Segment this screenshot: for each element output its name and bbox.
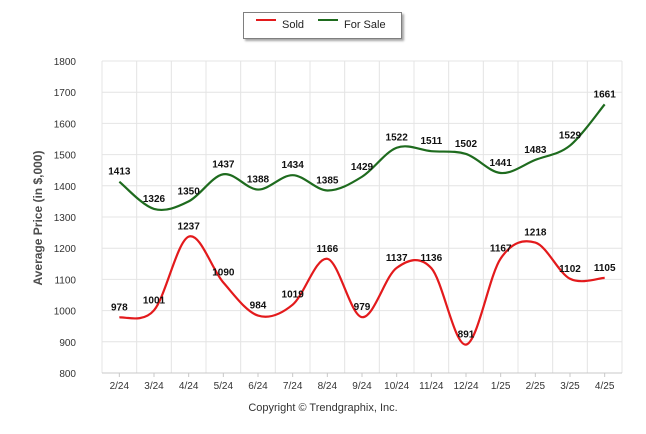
x-tick-label: 11/24	[419, 381, 444, 392]
y-tick-label: 1000	[54, 307, 77, 318]
data-label-for-sale: 1388	[247, 175, 270, 186]
y-tick-label: 1100	[54, 275, 76, 286]
legend: Sold For Sale	[243, 12, 402, 39]
data-labels: 978 1001 1237 1090 984 1019 1166 979 1137 1136 891…	[108, 89, 616, 340]
data-label-sold: 1218	[524, 228, 547, 239]
x-tick-label: 3/24	[144, 381, 164, 392]
data-label-sold: 1136	[420, 253, 442, 264]
data-label-for-sale: 1522	[386, 133, 409, 144]
x-tick-label: 4/24	[179, 381, 199, 392]
data-label-for-sale: 1350	[178, 186, 201, 197]
y-tick-label: 1600	[54, 119, 77, 130]
x-tick-label: 12/24	[453, 381, 478, 392]
data-label-sold: 984	[250, 301, 267, 312]
axes: 800 900 1000 1100 1200 1300 1400 1500 1600 1700 18…	[54, 57, 622, 392]
copyright-text: Copyright © Trendgraphix, Inc.	[248, 402, 398, 414]
x-tick-label: 3/25	[560, 381, 580, 392]
data-label-sold: 979	[354, 302, 371, 313]
data-label-sold: 1019	[282, 290, 305, 301]
data-label-sold: 1090	[212, 268, 235, 279]
x-tick-label: 2/25	[526, 381, 546, 392]
y-axis-label: Average Price (in $,000)	[31, 150, 45, 286]
legend-label-for-sale: For Sale	[344, 19, 386, 31]
x-tick-label: 6/24	[248, 381, 268, 392]
data-label-for-sale: 1437	[212, 159, 235, 170]
y-tick-label: 1300	[54, 213, 77, 224]
data-label-sold: 1137	[386, 253, 408, 264]
x-tick-label: 2/24	[110, 381, 130, 392]
data-label-for-sale: 1502	[455, 139, 478, 150]
legend-swatch-for-sale	[318, 19, 338, 21]
y-tick-label: 1500	[54, 151, 77, 162]
data-label-for-sale: 1661	[594, 89, 617, 100]
data-label-for-sale: 1429	[351, 162, 374, 173]
y-tick-label: 1400	[54, 182, 77, 193]
data-label-for-sale: 1326	[143, 194, 166, 205]
data-label-sold: 1167	[490, 243, 512, 254]
data-label-sold: 1001	[143, 295, 166, 306]
data-label-sold: 1166	[316, 244, 338, 255]
legend-label-sold: Sold	[282, 19, 305, 31]
x-tick-label: 4/25	[595, 381, 615, 392]
data-label-for-sale: 1511	[420, 136, 442, 147]
data-label-for-sale: 1441	[490, 158, 513, 169]
y-tick-label: 900	[59, 338, 76, 349]
data-label-for-sale: 1434	[282, 160, 305, 171]
data-label-for-sale: 1385	[316, 175, 339, 186]
x-tick-label: 1/25	[491, 381, 511, 392]
legend-swatch-sold	[256, 19, 276, 21]
series	[118, 103, 606, 346]
data-label-for-sale: 1413	[108, 167, 131, 178]
x-tick-label: 5/24	[214, 381, 234, 392]
y-tick-label: 1200	[54, 244, 77, 255]
data-label-sold: 891	[458, 330, 475, 341]
y-tick-label: 1800	[54, 57, 77, 68]
data-label-sold: 1237	[178, 222, 201, 233]
data-label-sold: 978	[111, 302, 128, 313]
y-tick-label: 800	[59, 369, 76, 380]
data-label-sold: 1102	[559, 264, 581, 275]
x-tick-label: 8/24	[318, 381, 338, 392]
data-label-sold: 1105	[594, 263, 616, 274]
y-tick-label: 1700	[54, 88, 77, 99]
x-tick-label: 7/24	[283, 381, 303, 392]
series-line-sold	[119, 235, 605, 346]
grid-lines	[101, 60, 623, 374]
data-label-for-sale: 1529	[559, 131, 582, 142]
x-tick-label: 10/24	[384, 381, 409, 392]
x-tick-label: 9/24	[352, 381, 372, 392]
data-label-for-sale: 1483	[524, 145, 547, 156]
